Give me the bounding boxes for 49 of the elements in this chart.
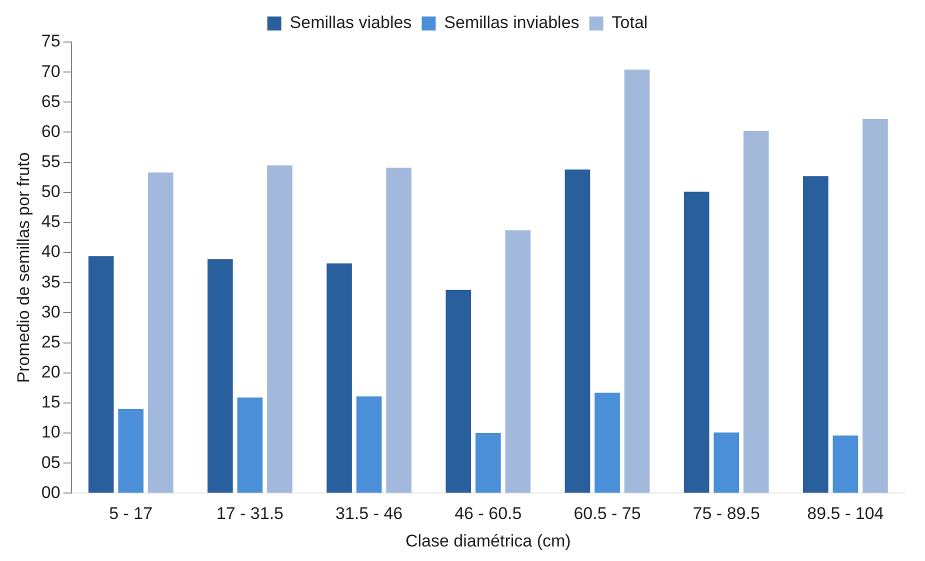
y-tick-label: 35 xyxy=(41,272,60,292)
y-tick-label: 65 xyxy=(41,92,60,111)
bar xyxy=(862,119,888,493)
bar xyxy=(684,192,710,493)
bar xyxy=(743,131,769,493)
bar xyxy=(386,168,412,493)
y-tick-label: 00 xyxy=(41,482,60,502)
y-tick-label: 25 xyxy=(41,332,60,352)
bar xyxy=(832,435,858,493)
y-tick-label: 10 xyxy=(41,422,60,442)
y-tick-label: 60 xyxy=(41,122,60,141)
y-tick-label: 15 xyxy=(41,392,60,412)
bar xyxy=(714,432,740,493)
bar xyxy=(356,396,382,493)
legend-label: Semillas viables xyxy=(290,13,412,32)
bar xyxy=(505,230,531,493)
y-tick-label: 75 xyxy=(41,32,60,51)
bar xyxy=(237,398,263,493)
x-tick-label: 31.5 - 46 xyxy=(336,504,403,524)
x-tick-label: 17 - 31.5 xyxy=(216,504,284,524)
bar xyxy=(148,172,174,493)
bar xyxy=(803,176,828,493)
bar xyxy=(446,290,472,493)
y-tick-label: 05 xyxy=(41,452,60,472)
legend-label: Semillas inviables xyxy=(444,13,580,32)
x-tick-label: 46 - 60.5 xyxy=(454,504,522,524)
y-tick-label: 30 xyxy=(41,302,60,322)
bar xyxy=(267,165,292,493)
y-tick-label: 20 xyxy=(41,362,60,382)
bar xyxy=(624,70,650,493)
x-tick-label: 75 - 89.5 xyxy=(692,504,760,524)
y-tick-label: 70 xyxy=(41,62,60,81)
bar xyxy=(564,170,590,493)
bar xyxy=(476,433,501,493)
bar xyxy=(594,392,620,493)
y-tick-label: 50 xyxy=(41,182,60,202)
y-tick-label: 45 xyxy=(41,212,60,232)
bar xyxy=(208,259,233,493)
bar xyxy=(118,408,144,493)
bar xyxy=(326,263,352,493)
y-axis-title: Promedio de semillas por fruto xyxy=(14,152,33,383)
x-axis-title: Clase diamétrica (cm) xyxy=(406,531,571,550)
bar xyxy=(88,256,114,493)
legend-label: Total xyxy=(612,13,648,32)
x-tick-label: 89.5 - 104 xyxy=(807,504,884,524)
y-tick-label: 40 xyxy=(41,242,60,262)
y-tick-label: 55 xyxy=(41,152,60,172)
x-tick-label: 5 - 17 xyxy=(109,504,153,524)
x-tick-label: 60.5 - 75 xyxy=(574,504,641,524)
